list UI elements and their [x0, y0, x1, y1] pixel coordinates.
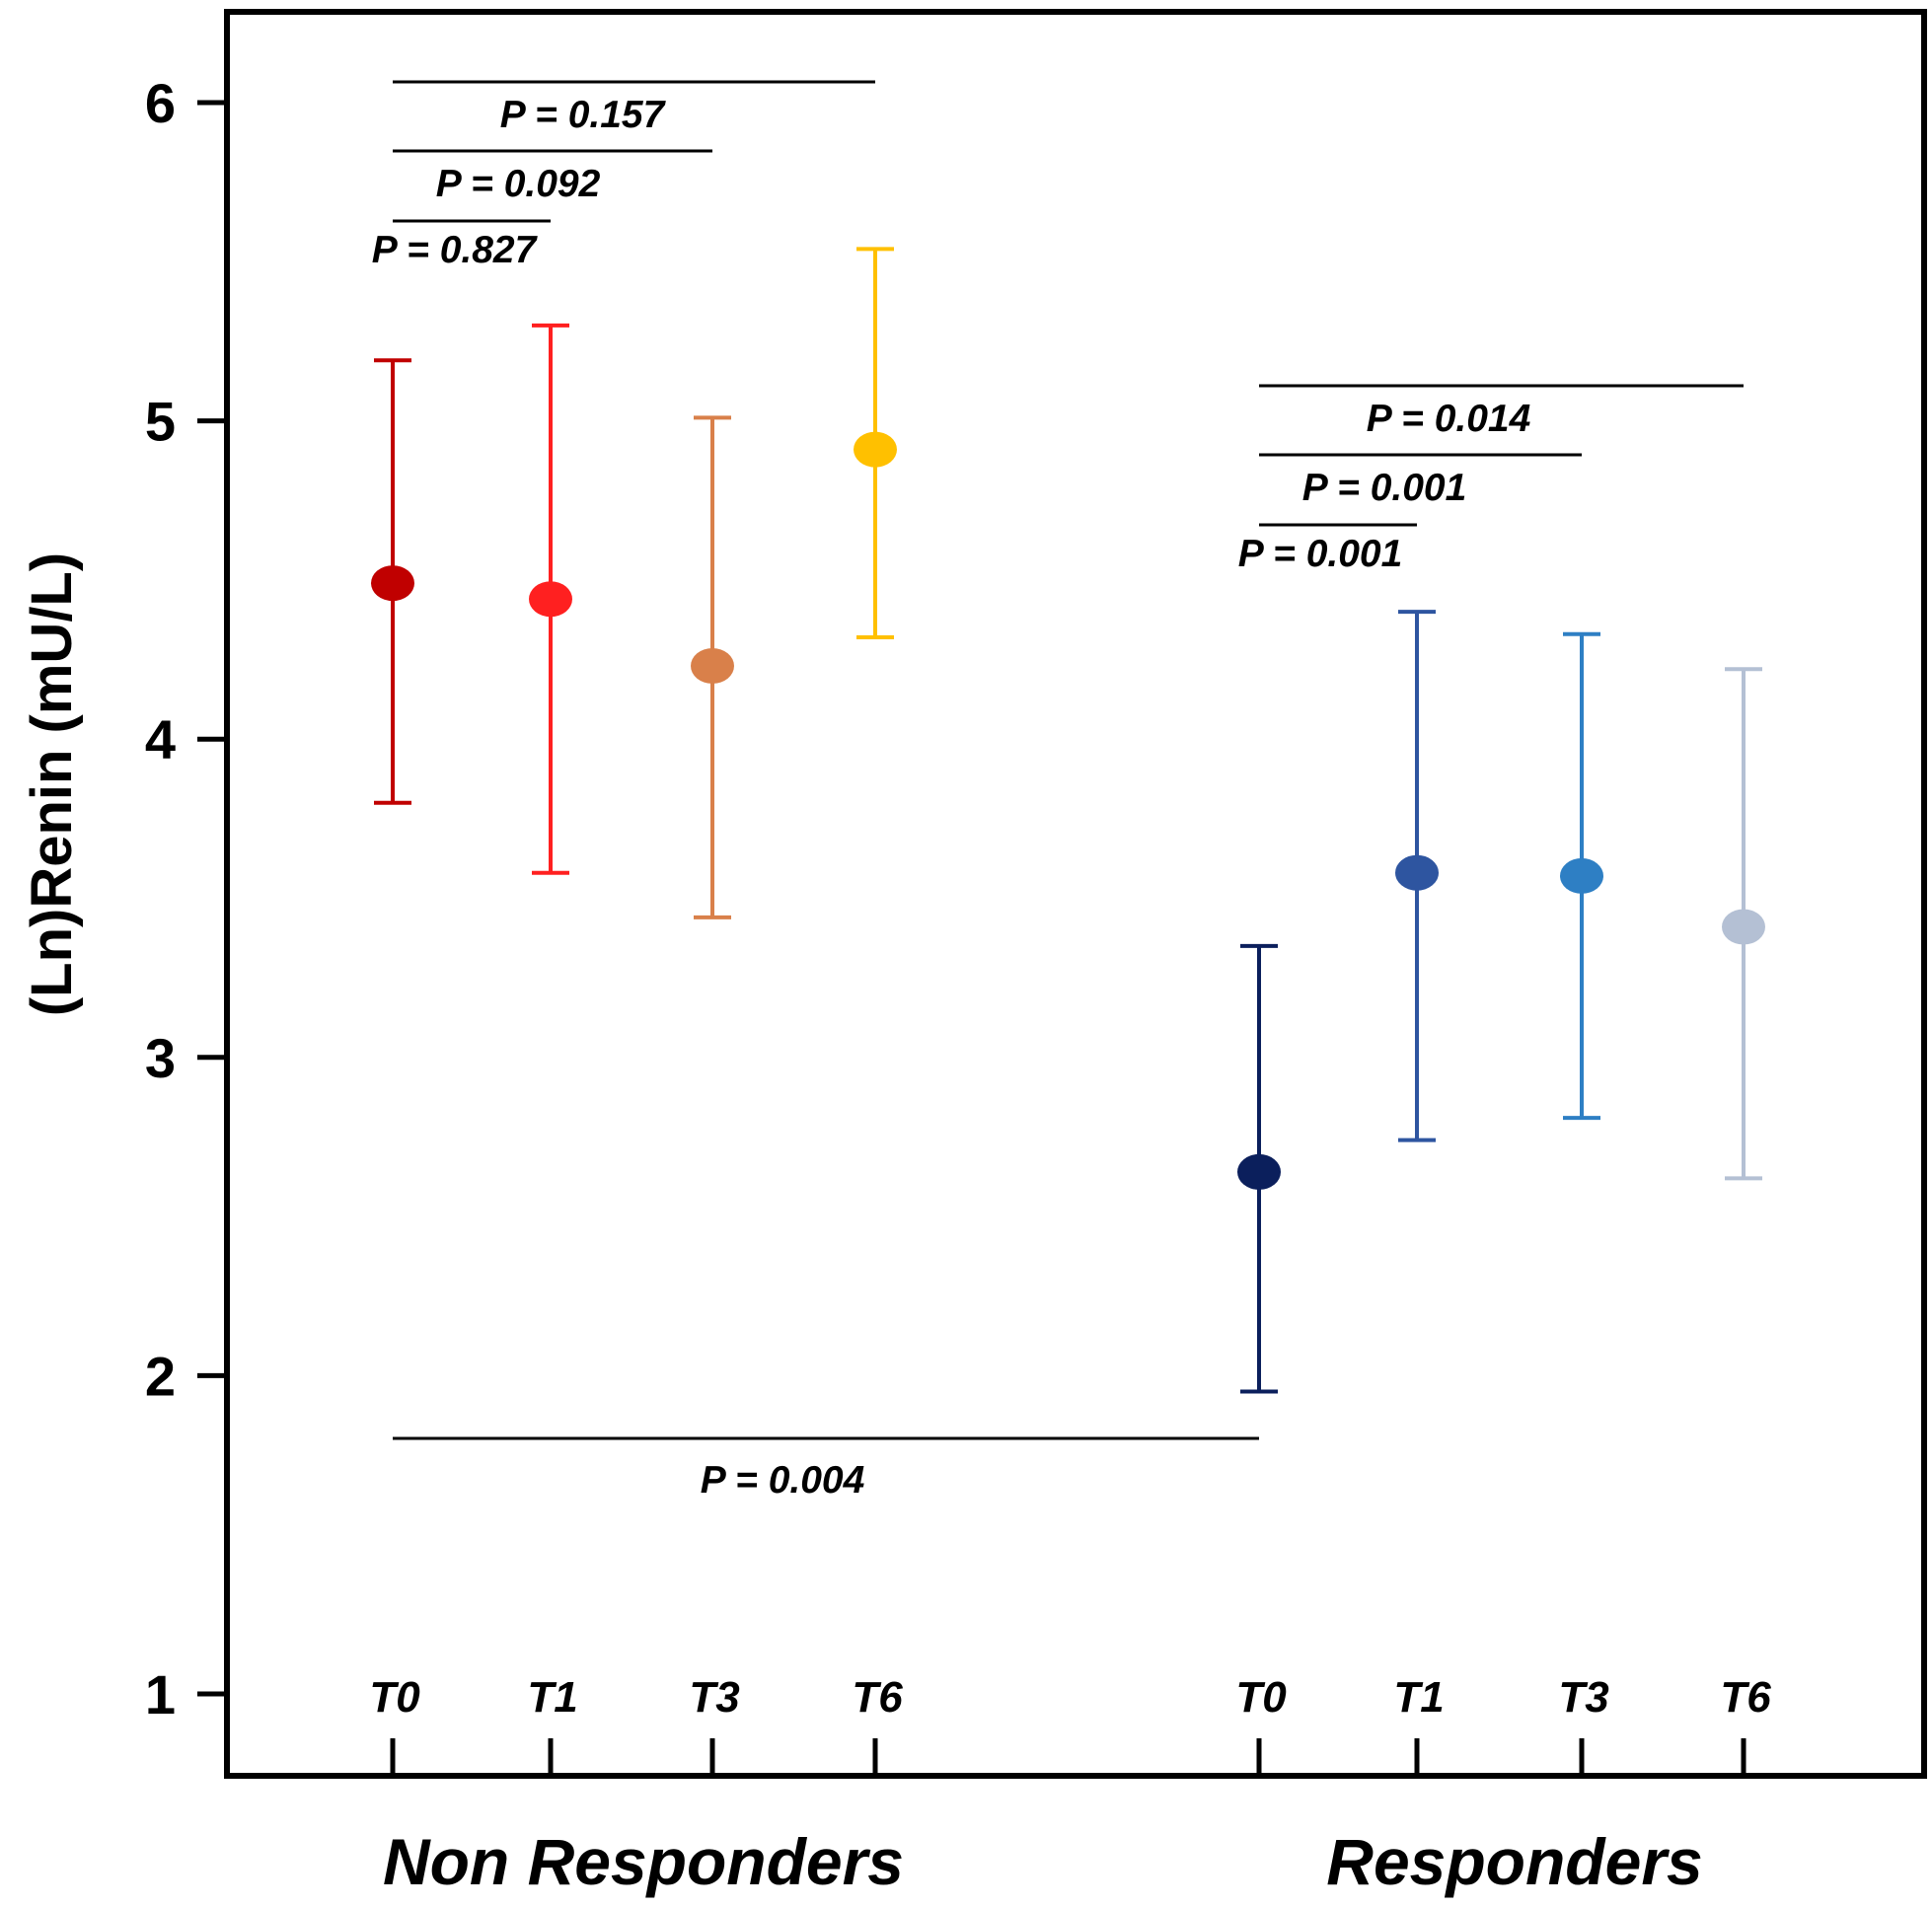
timepoint-label: T6: [1720, 1673, 1771, 1722]
group-label: Responders: [1326, 1825, 1702, 1898]
timepoint-label: T3: [1558, 1673, 1608, 1722]
p-value-label: P = 0.827: [372, 229, 539, 271]
between-group-p-label: P = 0.004: [701, 1459, 865, 1502]
timepoint-label: T6: [852, 1673, 903, 1722]
p-value-label: P = 0.014: [1367, 398, 1531, 440]
mean-point: [691, 648, 734, 685]
group-label: Non Responders: [383, 1825, 904, 1898]
mean-point: [371, 565, 414, 602]
p-value-label: P = 0.001: [1302, 467, 1467, 509]
y-tick-label: 6: [145, 72, 176, 134]
timepoint-label: T1: [1393, 1673, 1444, 1722]
mean-point: [1560, 857, 1603, 894]
mean-point: [1722, 909, 1765, 945]
y-tick-label: 3: [145, 1027, 176, 1089]
y-tick-label: 1: [145, 1663, 176, 1725]
mean-point: [1237, 1153, 1281, 1190]
mean-point: [529, 581, 572, 618]
timepoint-label: T1: [527, 1673, 577, 1722]
p-value-label: P = 0.001: [1238, 533, 1403, 575]
y-tick-label: 5: [145, 391, 176, 453]
timepoint-label: T3: [689, 1673, 739, 1722]
plot-frame: [224, 9, 1927, 1779]
mean-point: [854, 431, 897, 468]
timepoint-label: T0: [369, 1673, 420, 1722]
p-value-label: P = 0.157: [500, 94, 667, 136]
y-axis-label: (Ln)Renin (mU/L): [20, 552, 84, 1016]
y-tick-label: 2: [145, 1345, 176, 1407]
p-value-label: P = 0.092: [436, 163, 601, 205]
mean-point: [1395, 854, 1439, 891]
y-tick-label: 4: [145, 708, 176, 771]
timepoint-label: T0: [1235, 1673, 1287, 1722]
